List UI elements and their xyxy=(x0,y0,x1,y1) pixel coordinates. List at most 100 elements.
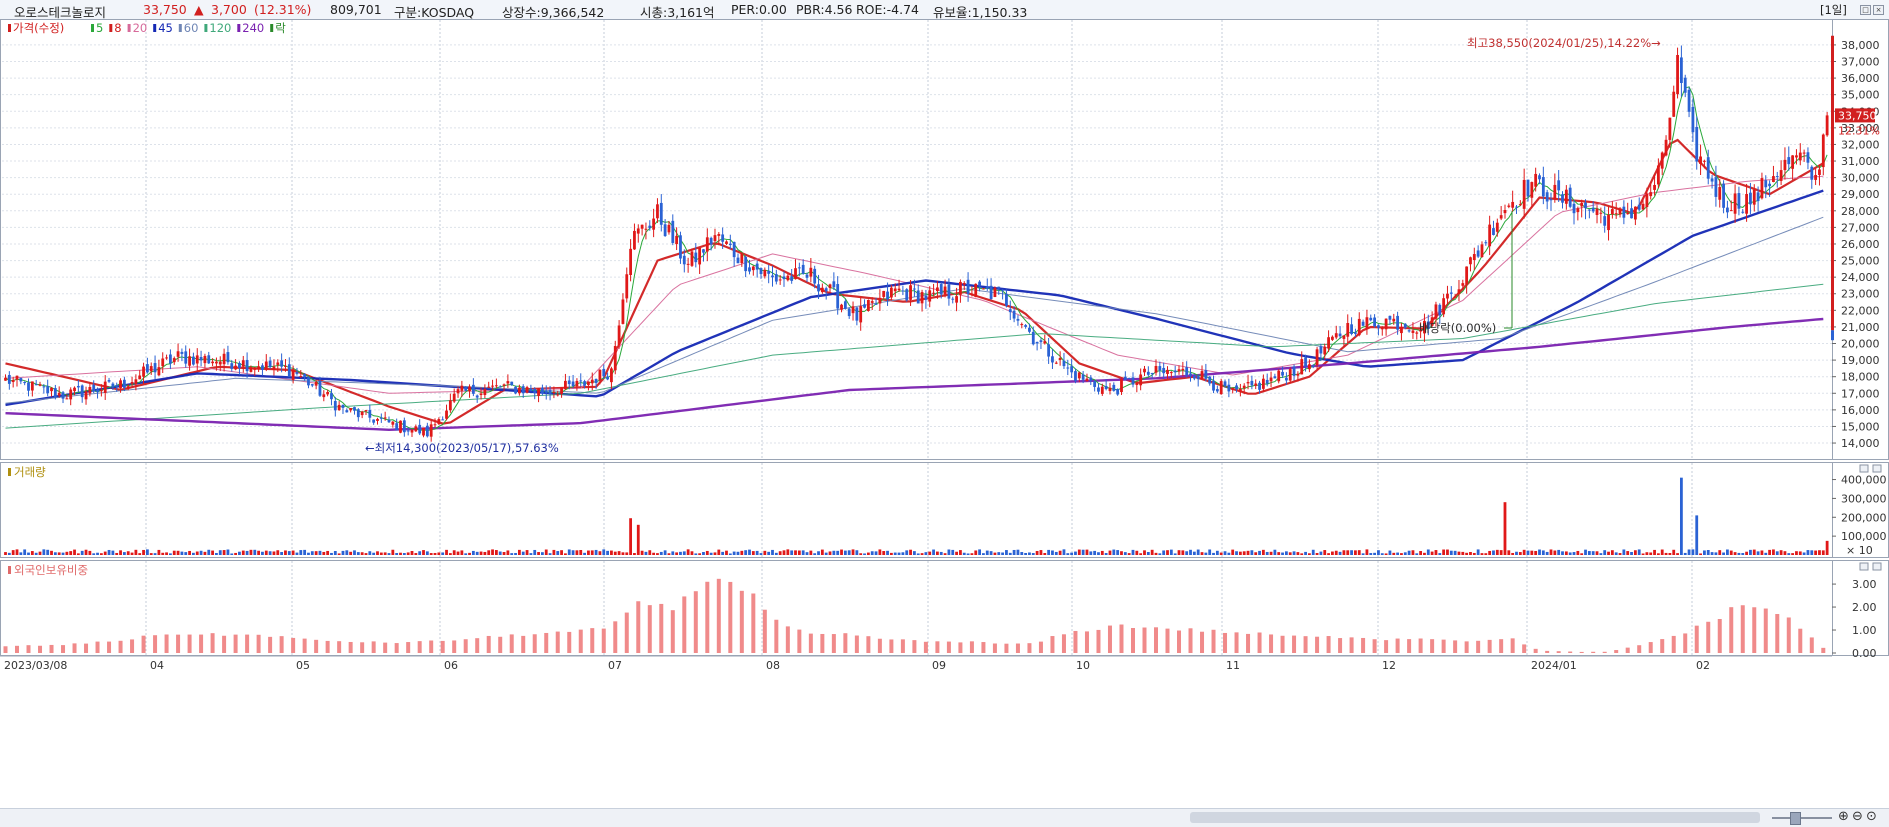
volume-bar xyxy=(794,550,797,555)
foreign-ratio-bar xyxy=(647,605,652,653)
foreign-ratio-bar xyxy=(1084,631,1089,653)
candle-body xyxy=(1818,169,1821,175)
x-tick-label: 08 xyxy=(766,659,780,672)
chart-area[interactable]: 2023/03/08 04 05 06 07 08 09 10 11 12 2024/01 02 14,… xyxy=(0,19,1889,808)
candle-body xyxy=(702,249,705,253)
candle-body xyxy=(1745,194,1748,214)
zoom-slider-knob[interactable] xyxy=(1790,812,1801,825)
foreign-panel-title: 외국인보유비중 xyxy=(14,563,88,577)
change-arrow: ▲ xyxy=(194,2,204,17)
window-close-button[interactable]: × xyxy=(1873,5,1884,15)
candle-body xyxy=(1637,204,1641,210)
foreign-ratio-bar xyxy=(1004,643,1009,653)
candle-body xyxy=(1062,360,1066,367)
zoom-slider-track[interactable] xyxy=(1772,817,1832,819)
candle-body xyxy=(966,279,970,294)
candle-body xyxy=(1388,315,1392,320)
volume-bar xyxy=(349,551,353,555)
panel-restore-button[interactable] xyxy=(1859,464,1869,473)
candle-body xyxy=(1008,309,1012,313)
volume-bar xyxy=(1423,552,1426,555)
candle-body xyxy=(590,379,594,384)
volume-bar xyxy=(755,550,759,555)
candle-body xyxy=(180,351,184,354)
zoom-in-icon[interactable]: ⊕ xyxy=(1838,809,1849,824)
volume-bar xyxy=(360,552,364,555)
candle-body xyxy=(901,290,905,292)
candle-body xyxy=(936,287,939,292)
candle-body xyxy=(464,387,468,391)
candle-body xyxy=(1319,346,1323,354)
panel-close-button[interactable] xyxy=(1872,562,1882,571)
volume-bar xyxy=(1802,552,1806,555)
zoom-out-icon[interactable]: ⊖ xyxy=(1852,809,1863,824)
candle-body xyxy=(1185,367,1189,376)
volume-bar xyxy=(667,553,671,555)
candle-body xyxy=(855,307,859,321)
period-button[interactable]: [1일] xyxy=(1820,3,1847,17)
candle-body xyxy=(939,284,943,295)
volume-bar xyxy=(1411,550,1415,555)
foreign-ratio-bar xyxy=(1096,629,1101,653)
candle-body xyxy=(287,364,291,377)
candle-body xyxy=(184,351,188,364)
candle-body xyxy=(521,386,525,394)
candle-body xyxy=(1749,192,1752,205)
candle-body xyxy=(1135,383,1139,385)
candle-body xyxy=(1357,318,1361,336)
foreign-ratio-bar xyxy=(1280,635,1285,653)
foreign-ratio-bar xyxy=(1246,633,1251,653)
volume-bar xyxy=(970,553,974,555)
volume-bar xyxy=(1403,552,1407,555)
candle-body xyxy=(893,288,897,292)
volume-bar xyxy=(1219,552,1223,555)
foreign-ratio-bar xyxy=(544,632,549,653)
horizontal-scrollbar[interactable]: ⊕ ⊖ ⊙ xyxy=(0,808,1889,827)
volume-bar xyxy=(391,549,395,555)
foreign-ratio-bar xyxy=(820,633,825,653)
volume-bar xyxy=(330,552,333,555)
volume-bar xyxy=(1392,552,1396,555)
window-restore-button[interactable]: □ xyxy=(1860,5,1871,15)
foreign-ratio-bar xyxy=(567,631,572,653)
candle-body xyxy=(145,364,149,373)
volume-bar xyxy=(376,551,379,555)
volume-bar xyxy=(326,550,330,555)
candle-body xyxy=(1775,176,1779,178)
volume-bar xyxy=(882,551,886,555)
volume-bar xyxy=(671,551,675,555)
volume-bar xyxy=(180,551,184,555)
candle-body xyxy=(494,385,498,387)
volume-bar xyxy=(353,550,356,555)
volume-bar xyxy=(103,551,107,555)
panel-restore-button[interactable] xyxy=(1859,562,1869,571)
volume-bar xyxy=(717,549,721,555)
volume-bar xyxy=(1691,549,1695,555)
volume-bar xyxy=(1062,549,1066,555)
volume-bar xyxy=(126,551,130,555)
volume-bar xyxy=(161,552,165,555)
candle-body xyxy=(46,386,50,394)
foreign-ratio-bar xyxy=(1602,651,1607,653)
foreign-ratio-bar xyxy=(1614,650,1619,653)
foreign-ratio-bar xyxy=(969,641,974,653)
zoom-fit-icon[interactable]: ⊙ xyxy=(1866,809,1877,824)
candle-body xyxy=(1323,346,1327,355)
volume-bar xyxy=(50,550,53,555)
volume-bar xyxy=(119,550,122,555)
foreign-ratio-bar xyxy=(1223,632,1228,653)
volume-bar xyxy=(1779,550,1783,555)
candle-body xyxy=(932,292,935,294)
volume-bar xyxy=(771,549,774,555)
volume-bar xyxy=(383,552,387,555)
foreign-ratio-bar xyxy=(245,634,250,653)
foreign-ratio-bar xyxy=(452,640,457,653)
volume-bar xyxy=(1388,550,1392,555)
volume-bar xyxy=(993,552,997,555)
candle-body xyxy=(61,392,65,399)
volume-bar xyxy=(1798,551,1802,555)
panel-close-button[interactable] xyxy=(1872,464,1882,473)
volume-bar xyxy=(1054,551,1058,555)
scroll-thumb[interactable] xyxy=(1190,812,1760,823)
foreign-ratio-bar xyxy=(1188,628,1193,653)
